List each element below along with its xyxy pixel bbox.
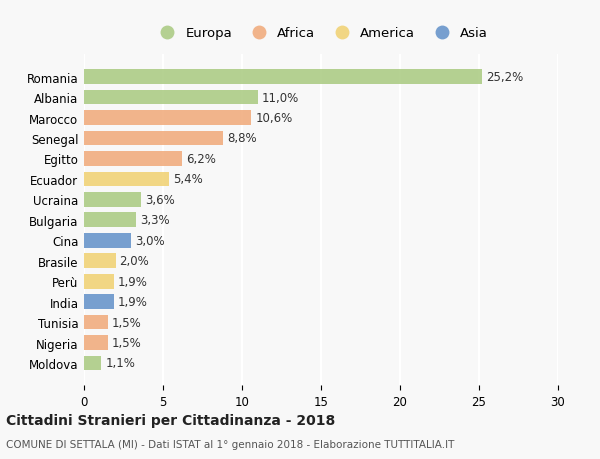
Bar xyxy=(84,172,169,187)
Bar xyxy=(84,152,182,167)
Bar xyxy=(84,90,258,105)
Text: 8,8%: 8,8% xyxy=(227,132,257,145)
Bar xyxy=(84,274,114,289)
Text: 2,0%: 2,0% xyxy=(119,255,149,268)
Text: 3,0%: 3,0% xyxy=(136,234,165,247)
Bar xyxy=(84,193,141,207)
Bar xyxy=(84,213,136,228)
Text: 1,9%: 1,9% xyxy=(118,275,148,288)
Text: 3,6%: 3,6% xyxy=(145,193,175,207)
Bar xyxy=(84,70,482,85)
Text: 3,3%: 3,3% xyxy=(140,214,170,227)
Text: 1,9%: 1,9% xyxy=(118,296,148,308)
Bar xyxy=(84,315,108,330)
Bar xyxy=(84,336,108,350)
Text: COMUNE DI SETTALA (MI) - Dati ISTAT al 1° gennaio 2018 - Elaborazione TUTTITALIA: COMUNE DI SETTALA (MI) - Dati ISTAT al 1… xyxy=(6,440,454,449)
Text: 1,5%: 1,5% xyxy=(112,336,142,349)
Text: 1,5%: 1,5% xyxy=(112,316,142,329)
Bar xyxy=(84,131,223,146)
Legend: Europa, Africa, America, Asia: Europa, Africa, America, Asia xyxy=(149,22,493,45)
Text: 10,6%: 10,6% xyxy=(256,112,293,125)
Text: 5,4%: 5,4% xyxy=(173,173,203,186)
Text: 25,2%: 25,2% xyxy=(486,71,523,84)
Bar xyxy=(84,233,131,248)
Text: Cittadini Stranieri per Cittadinanza - 2018: Cittadini Stranieri per Cittadinanza - 2… xyxy=(6,414,335,428)
Bar xyxy=(84,111,251,126)
Text: 6,2%: 6,2% xyxy=(186,152,216,166)
Text: 1,1%: 1,1% xyxy=(106,357,135,369)
Bar xyxy=(84,254,116,269)
Text: 11,0%: 11,0% xyxy=(262,91,299,104)
Bar xyxy=(84,356,101,370)
Bar xyxy=(84,295,114,309)
